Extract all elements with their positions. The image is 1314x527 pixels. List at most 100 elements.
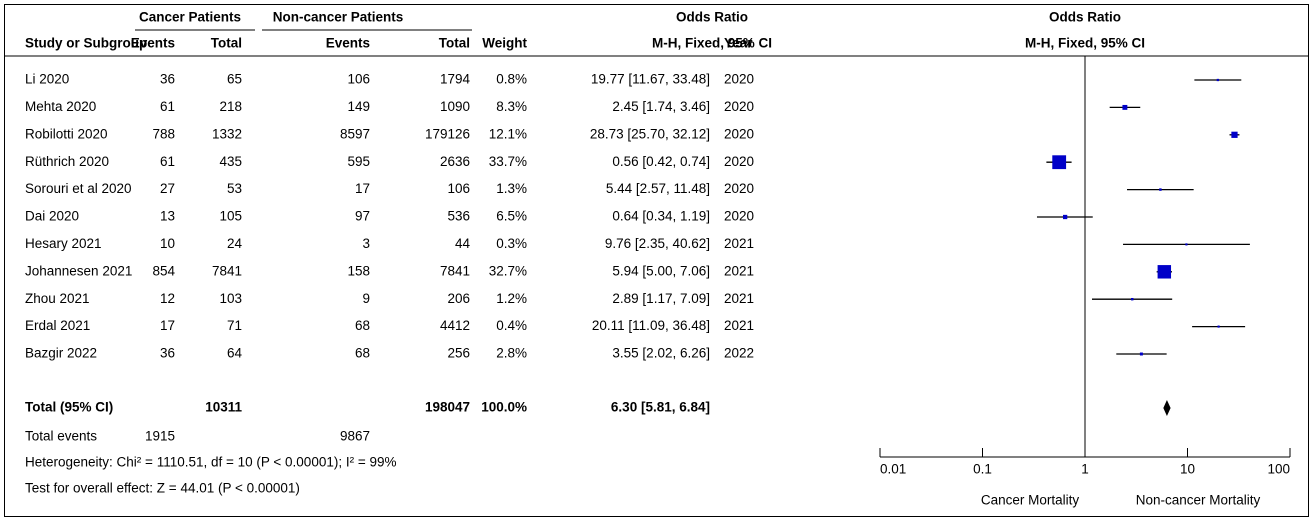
cell: 2021 — [724, 236, 754, 251]
cell: Mehta 2020 — [25, 99, 96, 114]
cell: 3.55 [2.02, 6.26] — [612, 346, 710, 361]
cell: 64 — [227, 346, 243, 361]
footnote: Test for overall effect: Z = 44.01 (P < … — [25, 481, 300, 496]
cell: 1.2% — [496, 291, 527, 306]
column-header: Events — [131, 36, 175, 51]
cell: 2.45 [1.74, 3.46] — [612, 99, 710, 114]
cell: 2.8% — [496, 346, 527, 361]
cell: 2020 — [724, 126, 754, 141]
cell: 0.56 [0.42, 0.74] — [612, 154, 710, 169]
cell: 435 — [219, 154, 242, 169]
cell: 3 — [362, 236, 370, 251]
x-tick-label: 10 — [1180, 462, 1195, 477]
x-tick-label: 100 — [1267, 462, 1290, 477]
frame — [4, 4, 1309, 517]
plot-title: Odds Ratio — [1049, 10, 1121, 25]
cell: 2020 — [724, 72, 754, 87]
cell: 5.44 [2.57, 11.48] — [606, 181, 710, 196]
cell: 6.30 [5.81, 6.84] — [611, 400, 710, 415]
point-estimate — [1052, 155, 1067, 170]
column-header: Study or Subgroup — [25, 36, 147, 51]
cell: 2020 — [724, 181, 754, 196]
group-header: Odds Ratio — [676, 10, 748, 25]
cell: 2636 — [440, 154, 470, 169]
cell: 2022 — [724, 346, 754, 361]
cell: Johannesen 2021 — [25, 263, 132, 278]
cell: 36 — [160, 346, 175, 361]
summary-diamond — [1163, 400, 1171, 416]
cell: 65 — [227, 72, 242, 87]
cell: 9.76 [2.35, 40.62] — [605, 236, 710, 251]
cell: 2020 — [724, 209, 754, 224]
cell: 17 — [160, 318, 175, 333]
cell: Bazgir 2022 — [25, 346, 97, 361]
cell: 27 — [160, 181, 175, 196]
cell: 9 — [362, 291, 370, 306]
cell: Li 2020 — [25, 72, 69, 87]
cell: 53 — [227, 181, 242, 196]
cell: 5.94 [5.00, 7.06] — [612, 263, 710, 278]
cell: 2020 — [724, 99, 754, 114]
cell: 8.3% — [496, 99, 527, 114]
cell: 105 — [219, 209, 242, 224]
cell: 68 — [355, 318, 370, 333]
cell: 854 — [152, 263, 175, 278]
cell: 198047 — [425, 400, 470, 415]
cell: 24 — [227, 236, 243, 251]
cell: 1915 — [145, 429, 175, 444]
group-header: Cancer Patients — [139, 10, 241, 25]
cell: 36 — [160, 72, 175, 87]
cell: 12.1% — [489, 126, 527, 141]
point-estimate — [1231, 131, 1238, 138]
point-estimate — [1185, 243, 1188, 246]
cell: Hesary 2021 — [25, 236, 102, 251]
group-header: Non-cancer Patients — [273, 10, 404, 25]
point-estimate — [1139, 352, 1143, 356]
cell: 2020 — [724, 154, 754, 169]
cell: 1090 — [440, 99, 470, 114]
cell: 100.0% — [481, 400, 527, 415]
cell: 106 — [347, 72, 370, 87]
cell: 44 — [455, 236, 471, 251]
cell: 7841 — [212, 263, 242, 278]
column-header: Events — [326, 36, 370, 51]
cell: 106 — [447, 181, 470, 196]
cell: 13 — [160, 209, 175, 224]
cell: 595 — [347, 154, 370, 169]
cell: 179126 — [425, 126, 470, 141]
x-axis-label: Non-cancer Mortality — [1136, 493, 1261, 508]
column-header: Total — [439, 36, 470, 51]
cell: 68 — [355, 346, 370, 361]
cell: 61 — [160, 154, 175, 169]
total-label: Total (95% CI) — [25, 400, 113, 415]
cell: 536 — [447, 209, 470, 224]
cell: 8597 — [340, 126, 370, 141]
column-header: M-H, Fixed, 95% CI — [652, 36, 772, 51]
cell: 4412 — [440, 318, 470, 333]
cell: 158 — [347, 263, 370, 278]
point-estimate — [1122, 104, 1128, 110]
cell: 0.4% — [496, 318, 527, 333]
point-estimate — [1062, 214, 1068, 220]
x-tick-label: 0.1 — [973, 462, 992, 477]
cell: Sorouri et al 2020 — [25, 181, 132, 196]
cell: Rüthrich 2020 — [25, 154, 109, 169]
cell: 256 — [447, 346, 470, 361]
column-header: Total — [211, 36, 242, 51]
cell: 2021 — [724, 291, 754, 306]
cell: 149 — [347, 99, 370, 114]
cell: 2021 — [724, 318, 754, 333]
cell: 1332 — [212, 126, 242, 141]
cell: 7841 — [440, 263, 470, 278]
column-header: Weight — [482, 36, 527, 51]
cell: 61 — [160, 99, 175, 114]
cell: 0.8% — [496, 72, 527, 87]
plot-subtitle: M-H, Fixed, 95% CI — [1025, 36, 1145, 51]
cell: 33.7% — [489, 154, 527, 169]
cell: 218 — [219, 99, 242, 114]
cell: 0.3% — [496, 236, 527, 251]
cell: 19.77 [11.67, 33.48] — [591, 72, 710, 87]
cell: 17 — [355, 181, 370, 196]
